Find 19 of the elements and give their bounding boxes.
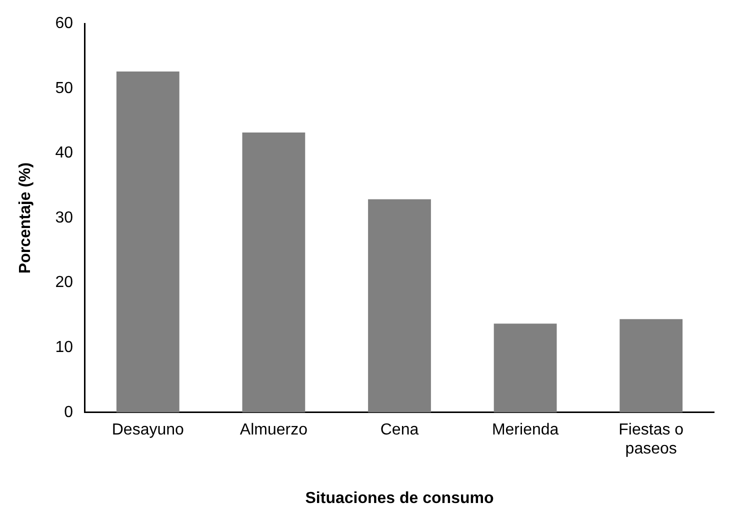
bar [242, 132, 306, 412]
y-tick-label: 40 [55, 144, 74, 162]
x-axis-title: Situaciones de consumo [305, 490, 494, 507]
y-tick-label: 10 [55, 339, 74, 356]
x-tick-label: Cena [380, 421, 419, 438]
bar [620, 319, 683, 412]
y-tick-label: 0 [64, 404, 74, 421]
x-tick-label: Fiestas o paseos [618, 421, 684, 458]
bar [368, 199, 431, 412]
x-tick-label: Almuerzo [240, 421, 308, 438]
y-tick-label: 50 [55, 80, 74, 97]
y-tick-label: 60 [55, 15, 74, 32]
bar [494, 324, 557, 412]
y-axis-title: Porcentaje (%) [17, 162, 34, 274]
x-tick-label: Desayuno [112, 421, 184, 438]
y-tick-label: 20 [55, 274, 74, 292]
y-tick-label: 30 [55, 209, 74, 226]
bar [116, 72, 180, 412]
x-tick-label: Merienda [492, 421, 559, 438]
